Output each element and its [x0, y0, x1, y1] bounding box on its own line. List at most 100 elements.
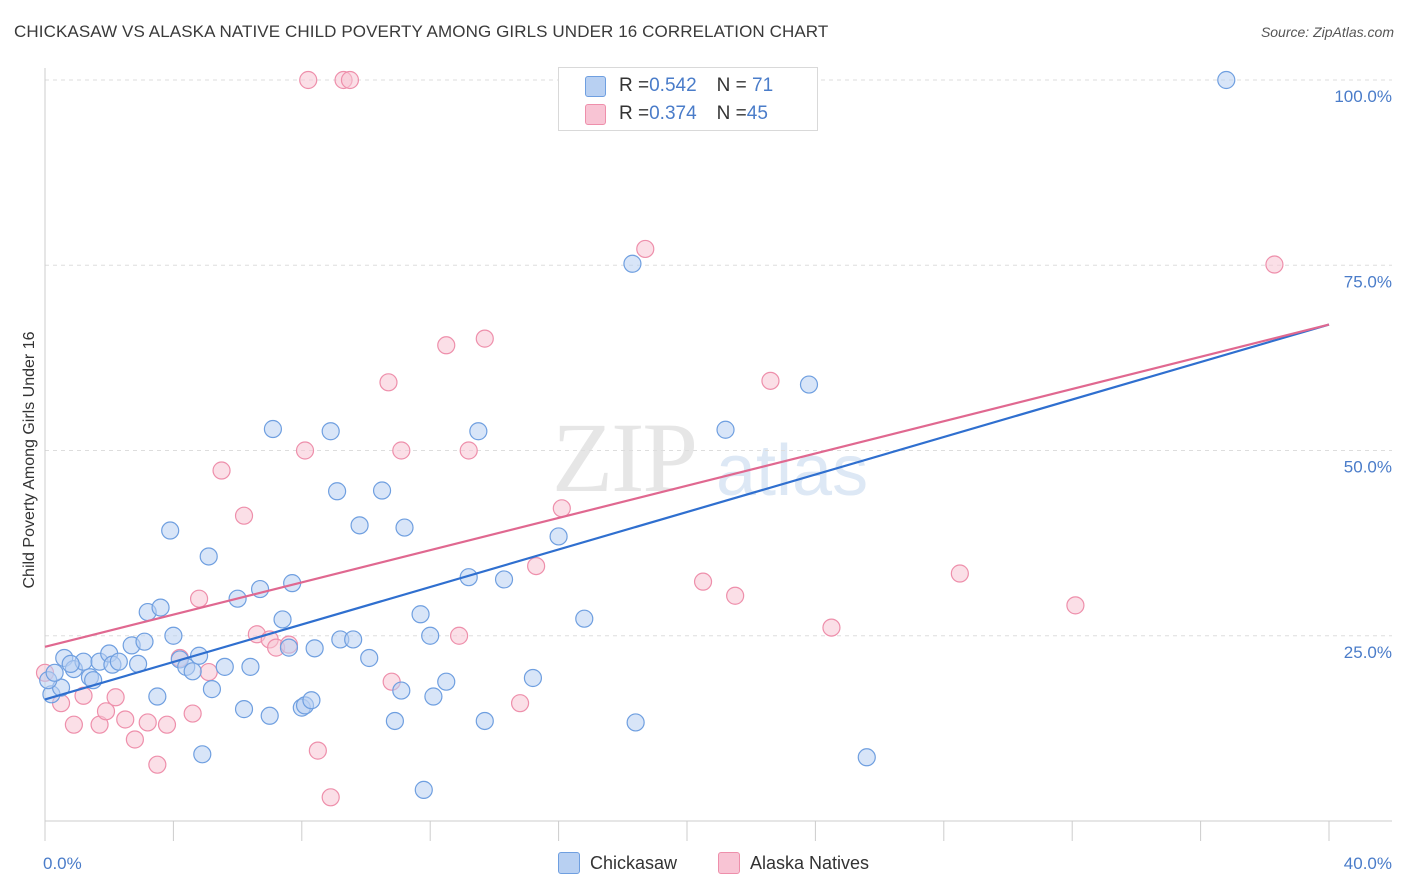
chickasaw-point [202, 680, 222, 699]
chickasaw-point [385, 711, 404, 731]
y-tick-label: 50.0% [1344, 458, 1392, 477]
chickasaw-point [161, 521, 180, 540]
chickasaw-point [193, 745, 212, 764]
chickasaw-point [279, 638, 299, 657]
alaska-point [822, 618, 841, 637]
chickasaw-trend-line [44, 323, 1330, 701]
alaska-point [726, 586, 745, 605]
chickasaw-point [135, 632, 154, 651]
watermark-zip: ZIP [552, 402, 698, 513]
chickasaw-point [344, 630, 363, 649]
alaska-point [392, 441, 411, 460]
legend-n-label: N = [716, 103, 747, 124]
alaska-point [234, 506, 254, 525]
legend-r-label: R = [619, 75, 650, 96]
chickasaw-point [321, 422, 340, 441]
legend-stats: R = 0.542 N = 71 R = 0.374 N = 45 [558, 67, 818, 131]
alaska-point [510, 694, 530, 713]
chickasaw-point [234, 700, 254, 719]
chickasaw-point [424, 687, 443, 706]
alaska-point [321, 788, 340, 807]
chickasaw-point [799, 375, 819, 394]
chart-title: CHICKASAW VS ALASKA NATIVE CHILD POVERTY… [14, 22, 829, 41]
y-tick-label: 100.0% [1334, 87, 1392, 106]
chickasaw-point [360, 648, 379, 668]
alaska-point [138, 713, 157, 732]
legend-swatch-alaska [585, 103, 606, 125]
chickasaw-point [260, 706, 279, 725]
chickasaw-point [716, 420, 735, 439]
alaska-point [125, 730, 144, 749]
alaska-point [299, 70, 318, 90]
alaska-point [761, 371, 780, 390]
chickasaw-point [411, 605, 430, 624]
alaska-point [157, 715, 177, 734]
alaska-point [183, 704, 202, 723]
alaska-point [552, 499, 571, 518]
chickasaw-point [414, 780, 433, 799]
chickasaw-point [475, 711, 494, 731]
chickasaw-point [45, 663, 64, 682]
legend-item-chickasaw: Chickasaw [558, 852, 677, 874]
alaska-point [527, 556, 546, 576]
legend-swatch-chickasaw [558, 852, 580, 874]
y-tick-label: 75.0% [1344, 272, 1392, 291]
alaska-point [148, 755, 167, 774]
chickasaw-point [61, 654, 80, 674]
chickasaw-point [350, 516, 369, 535]
legend-r-value: 0.542 [649, 75, 697, 96]
chickasaw-point [626, 713, 645, 732]
legend-row-alaska: R = 0.374 N = 45 [585, 101, 768, 127]
chickasaw-point [109, 652, 128, 671]
alaska-point [64, 715, 83, 734]
chickasaw-point [392, 681, 411, 700]
chickasaw-point [199, 547, 218, 566]
legend-swatch-chickasaw [585, 75, 606, 97]
alaska-point [96, 702, 116, 721]
legend-label-chickasaw: Chickasaw [590, 852, 678, 873]
chickasaw-point [302, 691, 321, 710]
alaska-trend-line [44, 323, 1330, 648]
alaska-point [1066, 596, 1085, 615]
chickasaw-point [241, 657, 260, 676]
alaska-point [199, 662, 218, 682]
chickasaw-point [623, 254, 642, 273]
x-tick-label: 40.0% [1344, 854, 1392, 873]
alaska-point [308, 741, 327, 760]
alaska-point [116, 710, 135, 729]
chickasaw-point [494, 570, 514, 589]
chickasaw-point [421, 626, 440, 645]
alaska-point [437, 336, 456, 355]
chickasaw-point [372, 481, 392, 500]
chickasaw-point [857, 748, 876, 767]
trend-lines [44, 323, 1330, 701]
alaska-point [212, 461, 231, 480]
tick-labels: 25.0% 50.0% 75.0% 100.0% 0.0% 40.0% [43, 87, 1392, 873]
chickasaw-point [183, 662, 202, 681]
chickasaw-point [575, 609, 594, 628]
x-tick-label: 0.0% [43, 854, 82, 873]
chickasaw-point [437, 672, 456, 691]
chickasaw-point [215, 657, 234, 676]
alaska-point [449, 626, 469, 645]
legend-r-label: R = [619, 103, 650, 124]
axes [44, 68, 1392, 841]
chickasaw-point [263, 419, 283, 439]
alaska-point [636, 239, 655, 259]
legend-n-value: 45 [746, 103, 768, 124]
legend-label-alaska: Alaska Natives [750, 852, 870, 873]
chickasaw-point [469, 422, 488, 441]
alaska-point [475, 329, 494, 348]
chickasaw-point [148, 687, 167, 706]
legend-row-chickasaw: R = 0.542 N = 71 [585, 73, 773, 99]
legend-item-alaska: Alaska Natives [718, 852, 869, 874]
chickasaw-point [523, 668, 543, 688]
alaska-point [693, 572, 713, 591]
y-tick-label: 25.0% [1344, 643, 1392, 662]
alaska-point [189, 589, 209, 608]
chickasaw-point [328, 482, 347, 501]
alaska-points [35, 70, 1284, 807]
legend-n-label: N = [716, 75, 747, 96]
grid-lines [45, 79, 1392, 637]
